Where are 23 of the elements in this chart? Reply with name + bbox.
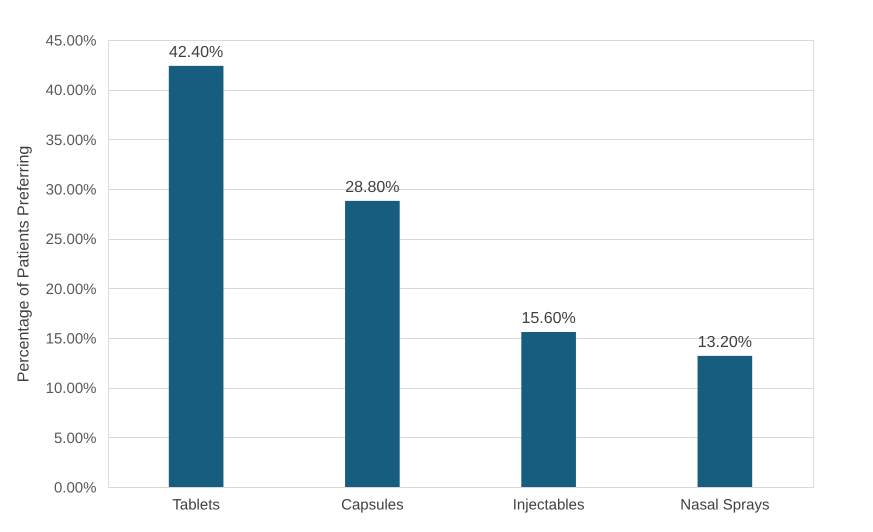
- y-tick-label: 25.00%: [46, 231, 96, 248]
- y-tick-label: 35.00%: [46, 132, 96, 149]
- bar: [345, 200, 400, 487]
- bar: [168, 66, 224, 487]
- y-axis-title: Percentage of Patients Preferring: [16, 146, 33, 382]
- data-label: 28.80%: [345, 178, 400, 196]
- y-tick-label: 5.00%: [54, 430, 96, 447]
- x-tick-label: Nasal Sprays: [680, 496, 770, 514]
- bar: [521, 332, 576, 487]
- x-tick-label: Capsules: [341, 496, 404, 514]
- data-label: 42.40%: [168, 44, 224, 61]
- y-tick-label: 15.00%: [46, 330, 96, 348]
- x-tick-label: Injectables: [512, 496, 584, 514]
- y-tick-label: 10.00%: [46, 380, 96, 398]
- y-tick-label: 20.00%: [46, 280, 96, 298]
- y-tick-label: 30.00%: [46, 182, 96, 198]
- data-label: 13.20%: [698, 334, 752, 351]
- x-tick-label: Tablets: [172, 496, 220, 514]
- data-label: 15.60%: [521, 310, 576, 328]
- y-tick-label: 40.00%: [46, 82, 96, 100]
- bar: [698, 356, 752, 487]
- y-tick-label: 0.00%: [54, 480, 96, 496]
- y-tick-label: 45.00%: [46, 32, 96, 50]
